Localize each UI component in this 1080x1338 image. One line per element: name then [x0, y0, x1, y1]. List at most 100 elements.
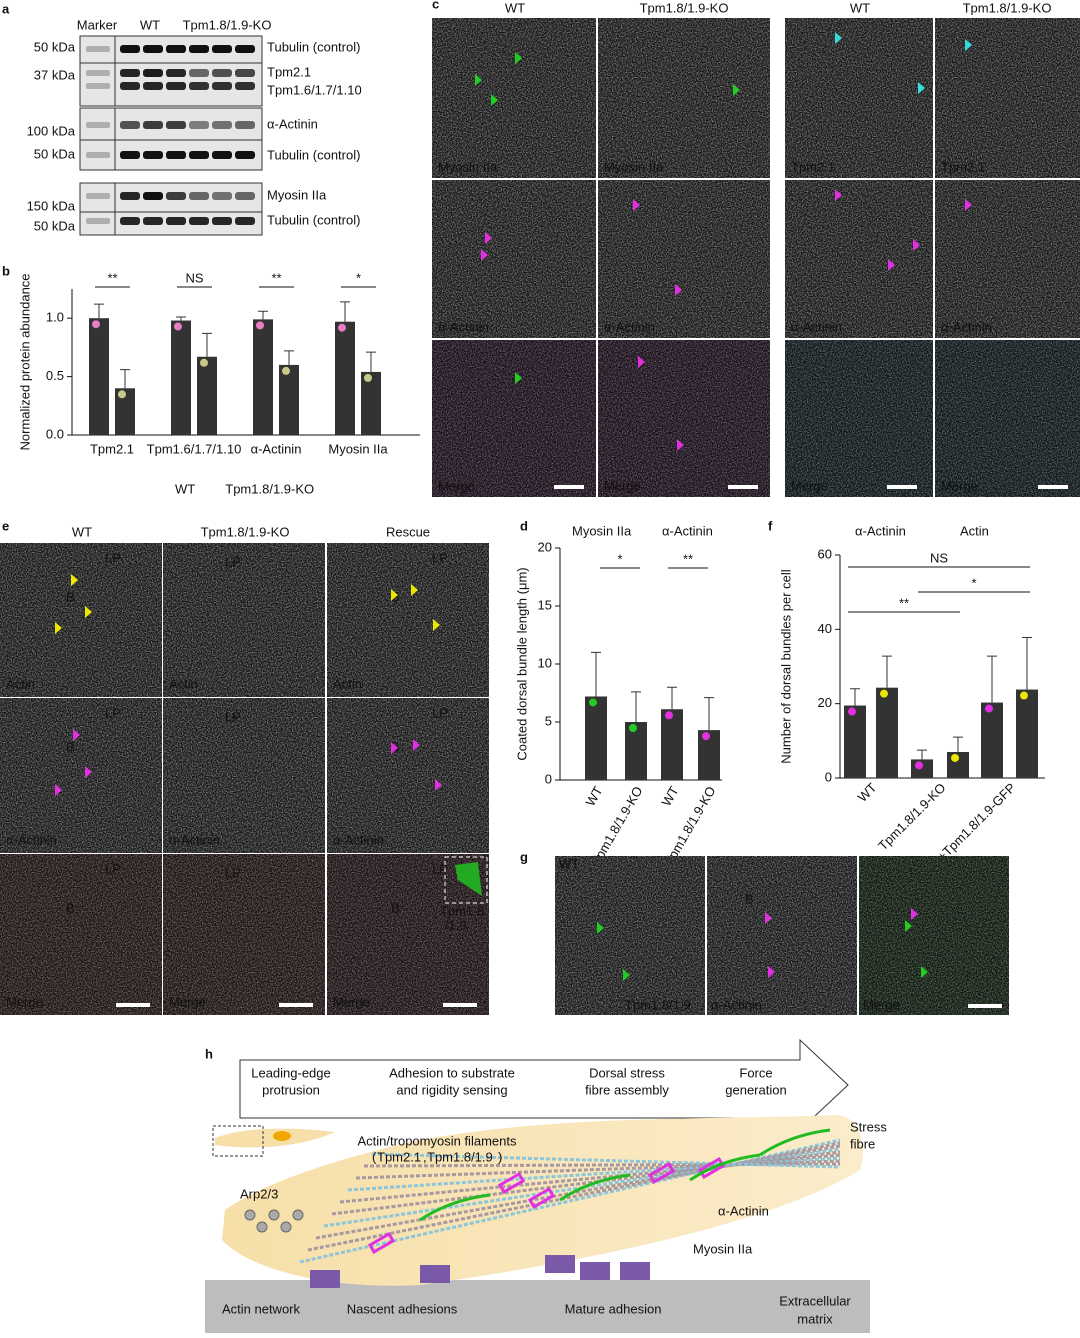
filament-key: ): [498, 1149, 502, 1164]
arrowhead: [905, 920, 912, 932]
band: [166, 192, 186, 200]
legend-entry: α-Actinin: [855, 523, 906, 538]
image-label: α-Actinin: [941, 319, 992, 334]
arrowhead: [765, 912, 772, 924]
column-header: Tpm1.8/1.9-KO: [201, 524, 290, 539]
kda-label: 150 kDa: [27, 198, 76, 213]
panel-letter: b: [2, 263, 10, 278]
image-label: Merge: [604, 478, 641, 493]
band: [143, 121, 163, 129]
step-label: Adhesion to substrate: [389, 1065, 515, 1080]
marker-band: [86, 122, 110, 128]
band: [235, 217, 255, 225]
error-bar: [704, 697, 714, 731]
dot: [118, 390, 126, 399]
micrograph-texture: [0, 698, 162, 853]
arp-complex: [280, 1221, 292, 1233]
actinin-rod: [527, 1186, 556, 1209]
step-label: Leading-edge: [251, 1065, 331, 1080]
error-bar: [987, 655, 997, 703]
blot-column: WT: [140, 17, 160, 32]
legend-entry: α-Actinin: [662, 523, 713, 538]
scale-bar: [968, 1004, 1002, 1008]
kda-label: 50 kDa: [34, 39, 76, 54]
y-tick-label: 0: [545, 771, 552, 786]
panel-letter: g: [520, 849, 528, 864]
band: [212, 45, 232, 53]
bar: [911, 759, 933, 778]
y-axis-label: Normalized protein abundance: [17, 273, 32, 450]
scale-bar: [279, 1003, 313, 1007]
dot: [951, 753, 959, 762]
annotation: LP: [105, 861, 121, 876]
significance-label: **: [899, 595, 909, 610]
blot-column: Marker: [77, 17, 118, 32]
image-label: Actin: [333, 676, 362, 691]
y-tick-label: 60: [818, 546, 832, 561]
arrowhead: [475, 74, 482, 86]
diagram-label: Actin/tropomyosin filaments: [358, 1133, 517, 1148]
kda-label: 100 kDa: [27, 123, 76, 138]
significance-label: *: [356, 270, 361, 285]
micrograph-tint: [163, 854, 325, 1015]
x-tick-label: WT: [855, 780, 880, 805]
arrowhead: [391, 589, 398, 601]
error-bar: [882, 655, 892, 688]
arrowhead: [677, 439, 684, 451]
image-label: Myosin IIa: [438, 159, 498, 174]
dot: [364, 373, 372, 382]
error-bar: [176, 316, 186, 321]
scale-bar: [443, 1003, 477, 1007]
arrowhead: [597, 922, 604, 934]
panel-letter: f: [768, 518, 773, 533]
error-bar: [366, 351, 376, 372]
error-bar: [284, 350, 294, 365]
band: [120, 217, 140, 225]
error-bar: [94, 303, 104, 319]
bar: [115, 388, 135, 435]
band: [120, 82, 140, 90]
kda-label: 37 kDa: [34, 67, 76, 82]
arrowhead: [768, 966, 775, 978]
bar: [197, 356, 217, 435]
arrowhead: [888, 259, 895, 271]
arrowhead: [835, 32, 842, 44]
scale-bar: [116, 1003, 150, 1007]
band: [212, 69, 232, 77]
adhesion: [310, 1270, 340, 1288]
diagram-label: Stress: [850, 1119, 887, 1134]
arp-complex: [292, 1209, 304, 1221]
bar: [698, 730, 720, 780]
step-label: protrusion: [262, 1082, 320, 1097]
dot: [985, 704, 993, 713]
y-tick-label: 1.0: [46, 310, 64, 325]
adhesion: [420, 1265, 450, 1283]
band: [143, 82, 163, 90]
micrograph-texture: [0, 543, 162, 697]
arrowhead: [918, 82, 925, 94]
x-tick-label: Tpm1.8/1.9-KO: [875, 780, 948, 853]
band-label: Tpm2.1: [267, 64, 311, 79]
band-label: Tubulin (control): [267, 212, 360, 227]
error-bar: [258, 310, 268, 320]
bar: [89, 318, 109, 435]
arrowhead: [638, 356, 645, 368]
arrowhead: [55, 784, 62, 796]
band: [235, 82, 255, 90]
dot: [338, 323, 346, 332]
filament-key: Tpm1.8/1.9: [427, 1149, 493, 1164]
error-bar: [953, 736, 963, 752]
image-label: α-Actinin: [604, 319, 655, 334]
band: [166, 82, 186, 90]
scale-bar: [887, 485, 917, 489]
step-label: Dorsal stress: [589, 1065, 665, 1080]
y-tick-label: 15: [538, 597, 552, 612]
annotation: LP: [225, 865, 241, 880]
error-bar: [1022, 637, 1032, 690]
marker-band: [86, 218, 110, 224]
ground-label: Extracellular: [779, 1293, 851, 1308]
error-bar: [631, 691, 641, 722]
micrograph-tint: [785, 340, 933, 497]
dot: [200, 358, 208, 367]
